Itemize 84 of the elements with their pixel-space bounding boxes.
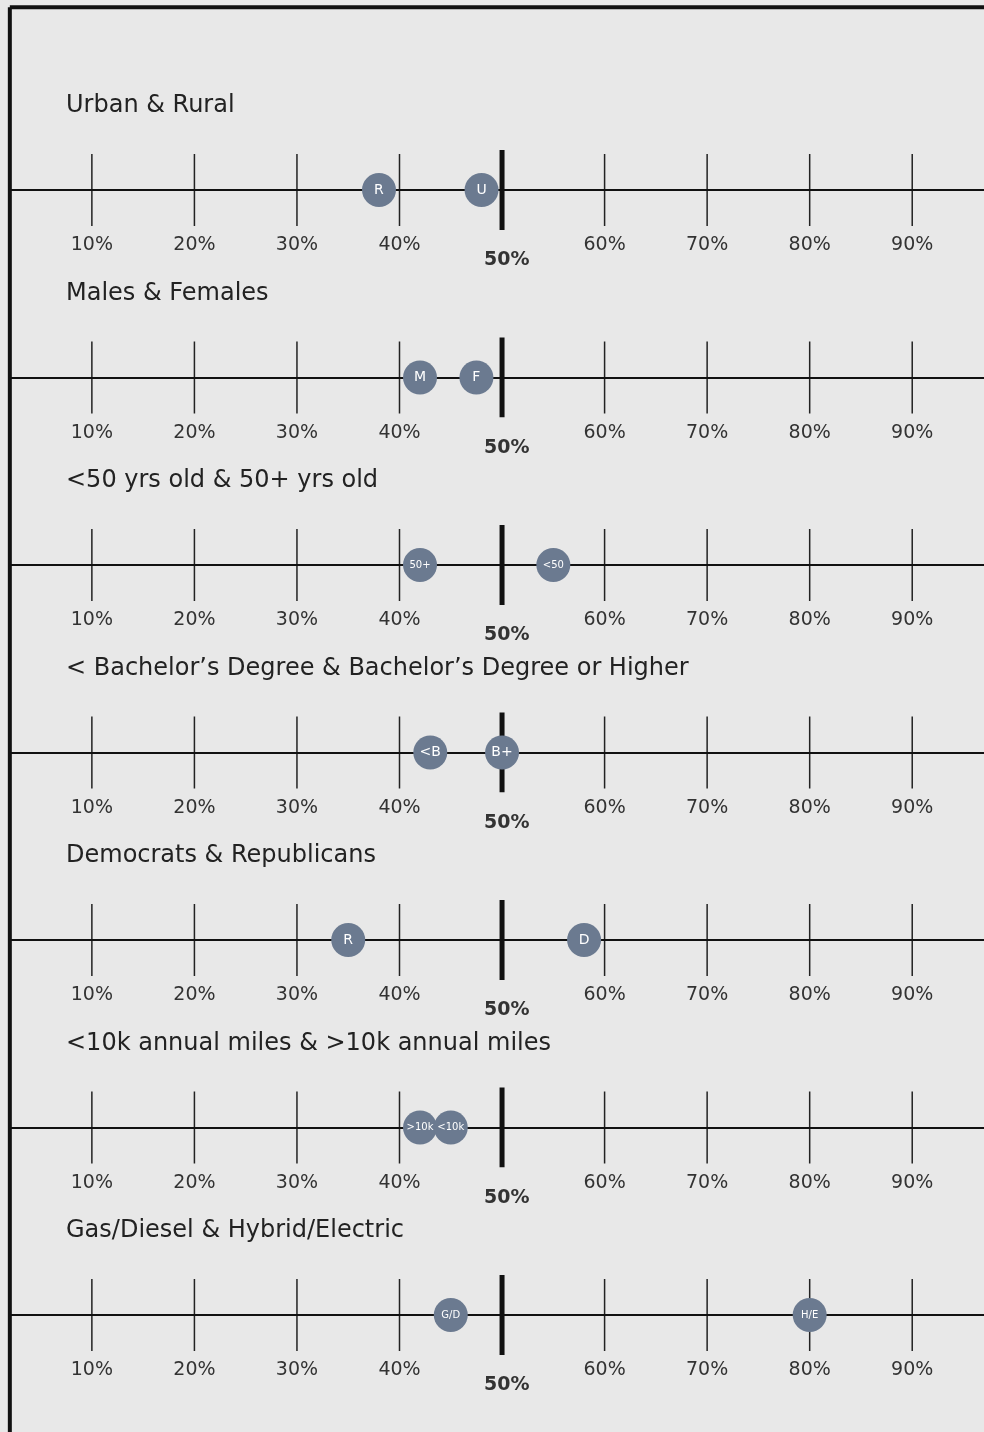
x-tick-label: 30% <box>275 1169 319 1192</box>
x-tick-label: 80% <box>788 232 831 254</box>
series-label: D <box>578 930 590 947</box>
text: Urban & Rural <box>66 90 235 118</box>
text: <10k annual miles & >10k annual miles <box>66 1028 551 1056</box>
ref-line-label: 50% <box>484 810 530 832</box>
x-tick-label: 30% <box>275 1357 319 1379</box>
text: Gas/Diesel & Hybrid/Electric <box>66 1215 404 1243</box>
x-tick-label: 60% <box>583 982 626 1004</box>
series-label: <10k <box>437 1121 465 1132</box>
x-tick-label: 40% <box>378 1169 421 1192</box>
x-tick-label: 70% <box>686 982 729 1004</box>
series-label: M <box>413 368 427 384</box>
series-label: F <box>472 368 481 384</box>
x-tick-label: 20% <box>173 1357 216 1379</box>
x-tick-label: 70% <box>686 1357 729 1379</box>
x-tick-label: 40% <box>378 982 421 1004</box>
ref-line-label: 50% <box>484 247 530 269</box>
x-tick-label: 30% <box>275 794 319 817</box>
x-tick-label: 60% <box>583 419 626 442</box>
text: <50 yrs old & 50+ yrs old <box>66 465 379 493</box>
series-label: H/E <box>801 1308 819 1320</box>
x-tick-label: 20% <box>173 794 216 817</box>
ref-line-label: 50% <box>484 1185 530 1207</box>
x-tick-label: 20% <box>173 232 216 254</box>
x-tick-label: 70% <box>686 607 729 629</box>
x-tick-label: 70% <box>686 1169 729 1192</box>
x-tick-label: 20% <box>173 607 216 629</box>
x-tick-label: 70% <box>686 794 729 817</box>
x-tick-label: 90% <box>891 982 934 1004</box>
x-tick-label: 40% <box>378 232 421 254</box>
x-tick-label: 80% <box>788 794 831 817</box>
x-tick-label: 90% <box>891 1357 934 1379</box>
x-tick-label: 30% <box>275 607 319 629</box>
series-label: >10k <box>406 1121 434 1132</box>
x-tick-label: 10% <box>70 1357 113 1379</box>
x-tick-label: 10% <box>70 1169 113 1192</box>
x-tick-label: 20% <box>173 982 216 1004</box>
x-tick-label: 60% <box>583 607 626 629</box>
x-tick-label: 10% <box>70 607 113 629</box>
x-tick-label: 60% <box>583 232 626 254</box>
x-tick-label: 40% <box>378 607 421 629</box>
x-tick-label: 70% <box>686 232 729 254</box>
text: Males & Females <box>66 278 269 306</box>
x-tick-label: 80% <box>788 982 831 1004</box>
x-tick-label: 60% <box>583 794 626 817</box>
x-tick-label: 90% <box>891 794 934 817</box>
x-tick-label: 40% <box>378 419 421 442</box>
x-tick-label: 70% <box>686 419 729 442</box>
x-tick-label: 90% <box>891 607 934 629</box>
x-tick-label: 30% <box>275 232 319 254</box>
series-label: <B <box>419 743 441 759</box>
text: < Bachelor’s Degree & Bachelor’s Degree or Higher <box>66 653 689 681</box>
series-label: 50+ <box>409 558 431 570</box>
x-tick-label: 90% <box>891 232 934 254</box>
ref-line-label: 50% <box>484 1372 530 1394</box>
ref-line-label: 50% <box>484 435 530 457</box>
x-tick-label: 60% <box>583 1357 626 1379</box>
series-label: R <box>374 180 385 197</box>
x-tick-label: 30% <box>275 419 319 442</box>
x-tick-label: 40% <box>378 794 421 817</box>
x-tick-label: 10% <box>70 232 113 254</box>
series-label: <50 <box>542 558 564 570</box>
x-tick-label: 80% <box>788 419 831 442</box>
x-tick-label: 40% <box>378 1357 421 1379</box>
ref-line-label: 50% <box>484 622 530 644</box>
series-label: U <box>476 180 487 197</box>
series-label: G/D <box>441 1308 461 1320</box>
ref-line-label: 50% <box>484 997 530 1019</box>
series-label: R <box>343 930 354 947</box>
x-tick-label: 10% <box>70 419 113 442</box>
x-tick-label: 90% <box>891 419 934 442</box>
x-tick-label: 80% <box>788 607 831 629</box>
series-label: B+ <box>491 743 513 759</box>
x-tick-label: 80% <box>788 1169 831 1192</box>
x-tick-label: 10% <box>70 794 113 817</box>
x-tick-label: 20% <box>173 1169 216 1192</box>
x-tick-label: 60% <box>583 1169 626 1192</box>
x-tick-label: 20% <box>173 419 216 442</box>
x-tick-label: 10% <box>70 982 113 1004</box>
x-tick-label: 90% <box>891 1169 934 1192</box>
x-tick-label: 80% <box>788 1357 831 1379</box>
x-tick-label: 30% <box>275 982 319 1004</box>
text: Democrats & Republicans <box>66 840 376 868</box>
